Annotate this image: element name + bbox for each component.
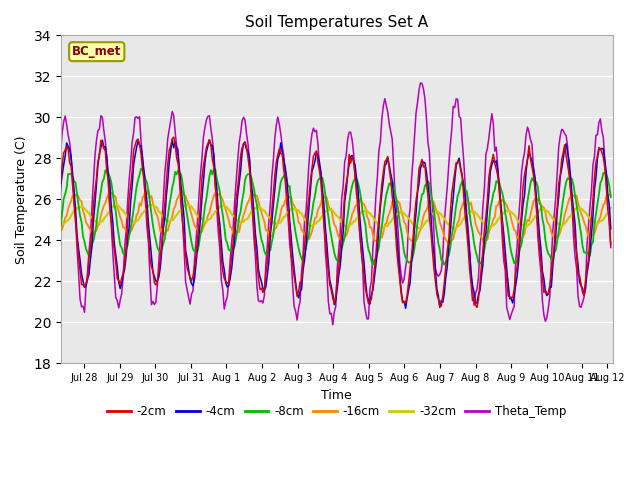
Title: Soil Temperatures Set A: Soil Temperatures Set A (245, 15, 428, 30)
Legend: -2cm, -4cm, -8cm, -16cm, -32cm, Theta_Temp: -2cm, -4cm, -8cm, -16cm, -32cm, Theta_Te… (102, 401, 571, 423)
Y-axis label: Soil Temperature (C): Soil Temperature (C) (15, 135, 28, 264)
X-axis label: Time: Time (321, 389, 352, 402)
Text: BC_met: BC_met (72, 45, 122, 58)
